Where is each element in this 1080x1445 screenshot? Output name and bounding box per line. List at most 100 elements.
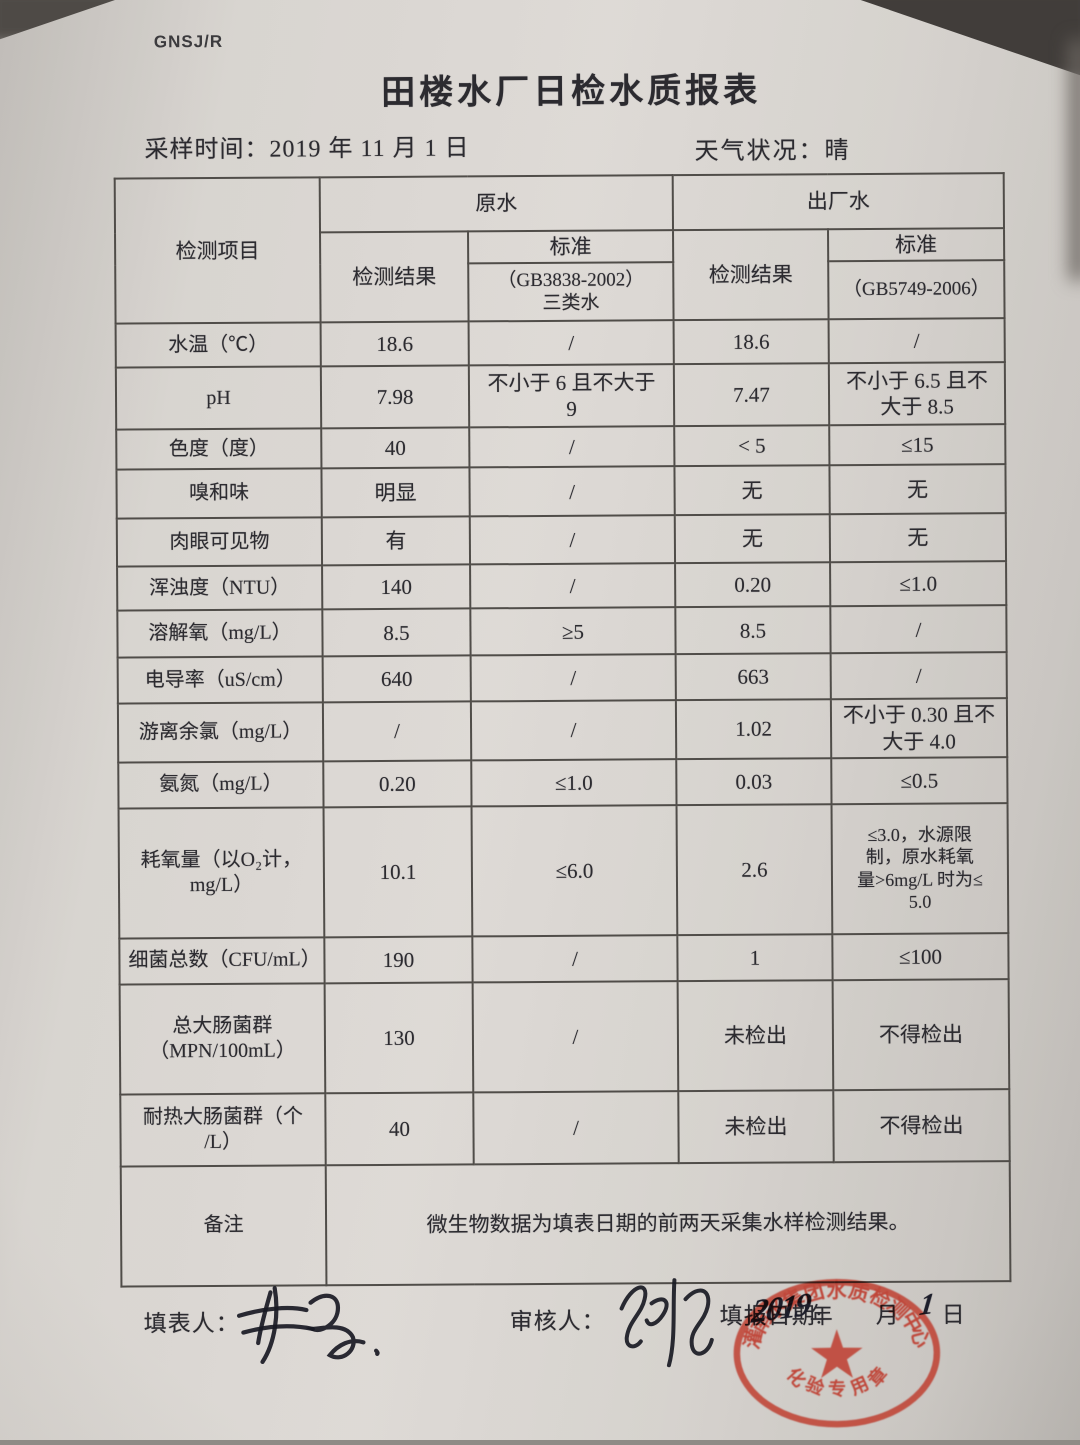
row-chroma: 色度（度） 40 / < 5 ≤15	[116, 424, 1006, 470]
cell-raw-result: 40	[325, 1092, 474, 1166]
cell-out-standard: 不得检出	[832, 978, 1010, 1090]
cell-raw-result: 7.98	[320, 365, 470, 429]
row-water-temperature: 水温（℃） 18.6 / 18.6 /	[115, 318, 1005, 368]
row-turbidity: 浑浊度（NTU） 140 / 0.20 ≤1.0	[117, 561, 1007, 611]
cell-raw-standard: /	[470, 563, 676, 609]
cell-out-result: 未检出	[678, 1089, 834, 1163]
cell-item: 水温（℃）	[115, 322, 321, 368]
cell-out-standard: ≤100	[832, 932, 1009, 980]
cell-raw-standard: ≤6.0	[471, 804, 678, 937]
cell-out-standard: 不小于 6.5 且不 大于 8.5	[828, 362, 1006, 426]
row-odor-taste: 嗅和味 明显 / 无 无	[116, 464, 1006, 519]
cell-raw-standard: ≥5	[470, 607, 676, 656]
raw-standard-code: （GB3838-2002） 三类水	[468, 262, 674, 322]
row-visible-matter: 肉眼可见物 有 / 无 无	[116, 513, 1007, 567]
cell-out-result: 8.5	[675, 606, 831, 655]
cell-raw-result: 10.1	[323, 806, 473, 938]
photo-dark-right-edge	[1070, 40, 1080, 280]
cell-out-result: 未检出	[677, 979, 834, 1091]
cell-raw-standard: /	[472, 934, 678, 983]
filler-signature	[236, 1286, 380, 1365]
cell-raw-result: 0.20	[323, 760, 472, 808]
cell-raw-result: 有	[321, 516, 471, 566]
col-group-finished-water: 出厂水	[672, 173, 1005, 231]
cell-out-standard: 无	[829, 464, 1006, 515]
cell-out-standard: ≤15	[829, 424, 1006, 466]
cell-item: 耗氧量（以O₂计， mg/L）	[118, 807, 325, 939]
col-header-item: 检测项目	[114, 177, 321, 324]
out-standard-code: （GB5749-2006）	[828, 260, 1005, 320]
cell-raw-result: 40	[321, 427, 470, 469]
cell-raw-result: 640	[322, 655, 471, 703]
cell-out-standard: ≤1.0	[830, 561, 1007, 607]
cell-item: pH	[115, 366, 322, 430]
cell-out-result: 1	[677, 933, 833, 981]
cell-raw-result: 明显	[321, 467, 470, 518]
cell-raw-standard: ≤1.0	[471, 758, 677, 807]
cell-raw-standard: 不小于 6 且不大于 9	[468, 364, 675, 428]
cell-out-standard: 不得检出	[833, 1088, 1010, 1162]
cell-raw-result: 18.6	[320, 321, 469, 367]
cell-raw-result: /	[322, 701, 472, 762]
col-group-raw-water: 原水	[319, 175, 674, 233]
cell-out-result: 无	[674, 514, 831, 564]
meta-line: 采样时间：2019 年 11 月 1 日 天气状况：晴	[0, 124, 1076, 165]
weather-value: 晴	[824, 138, 851, 165]
cell-out-result: < 5	[674, 425, 830, 467]
row-oxygen-consumption: 耗氧量（以O₂计， mg/L） 10.1 ≤6.0 2.6 ≤3.0，水源限 制…	[118, 802, 1009, 939]
sample-time: 采样时间：2019 年 11 月 1 日	[144, 127, 469, 164]
weather: 天气状况：晴	[694, 130, 850, 166]
cell-raw-standard: /	[469, 515, 676, 565]
cell-item: 电导率（uS/cm）	[117, 656, 323, 704]
row-dissolved-oxygen: 溶解氧（mg/L） 8.5 ≥5 8.5 /	[117, 605, 1007, 658]
cell-raw-result: 130	[324, 982, 474, 1094]
doc-code: GNSJ/R	[153, 31, 224, 52]
sample-time-label: 采样时间：	[144, 136, 270, 164]
weather-label: 天气状况：	[694, 138, 825, 166]
svg-text:水: 水	[826, 1279, 847, 1302]
cell-raw-standard: /	[472, 980, 679, 1093]
cell-out-standard: 无	[829, 513, 1007, 563]
cell-out-result: 0.20	[675, 562, 831, 608]
cell-out-standard: ≤3.0，水源限 制，原水耗氧 量>6mg/L 时为≤ 5.0	[831, 802, 1009, 934]
col-header-out-result: 检测结果	[673, 229, 829, 321]
reviewer-label: 审核人：	[509, 1308, 606, 1335]
cell-out-standard: /	[830, 652, 1007, 700]
cell-item: 细菌总数（CFU/mL）	[119, 937, 325, 985]
cell-out-result: 7.47	[673, 363, 830, 427]
col-header-raw-standard: 标准	[468, 230, 674, 264]
cell-out-result: 18.6	[673, 319, 829, 365]
cell-item: 耐热大肠菌群（个 /L）	[120, 1093, 326, 1167]
cell-out-standard: /	[828, 318, 1005, 364]
cell-raw-standard: /	[470, 654, 676, 702]
col-header-raw-result: 检测结果	[320, 231, 469, 323]
reviewer-signature	[619, 1278, 714, 1368]
cell-out-result: 2.6	[676, 803, 833, 935]
cell-item: 嗅和味	[116, 468, 322, 519]
cell-out-result: 无	[674, 465, 830, 516]
cell-item: 色度（度）	[116, 428, 322, 470]
cell-out-result: 1.02	[675, 699, 832, 759]
cell-item: 总大肠菌群 （MPN/100mL）	[119, 983, 326, 1095]
cell-out-standard: 不小于 0.30 且不 大于 4.0	[830, 698, 1008, 758]
stamp-arc-text-bottom: 化验专用章	[783, 1363, 892, 1399]
cell-raw-standard: /	[473, 1090, 679, 1165]
row-free-chlorine: 游离余氯（mg/L） / / 1.02 不小于 0.30 且不 大于 4.0	[117, 698, 1008, 763]
svg-text:心: 心	[906, 1325, 933, 1350]
cell-out-standard: ≤0.5	[831, 756, 1008, 804]
cell-raw-standard: /	[469, 426, 675, 468]
water-quality-table: 检测项目 原水 出厂水 检测结果 标准 检测结果 标准 （GB3838-2002…	[114, 172, 1012, 1287]
cell-out-result: 663	[675, 653, 831, 701]
cell-out-result: 0.03	[676, 757, 832, 805]
cell-raw-standard: /	[469, 466, 675, 517]
cell-raw-standard: /	[468, 320, 674, 366]
row-total-coliform: 总大肠菌群 （MPN/100mL） 130 / 未检出 不得检出	[119, 978, 1010, 1095]
row-total-bacteria: 细菌总数（CFU/mL） 190 / 1 ≤100	[119, 932, 1009, 985]
cell-raw-standard: /	[470, 700, 677, 761]
stamp-star-icon	[811, 1329, 863, 1379]
cell-out-standard: /	[830, 605, 1007, 654]
remark-label: 备注	[120, 1165, 327, 1287]
cell-item: 氨氮（mg/L）	[118, 761, 324, 809]
